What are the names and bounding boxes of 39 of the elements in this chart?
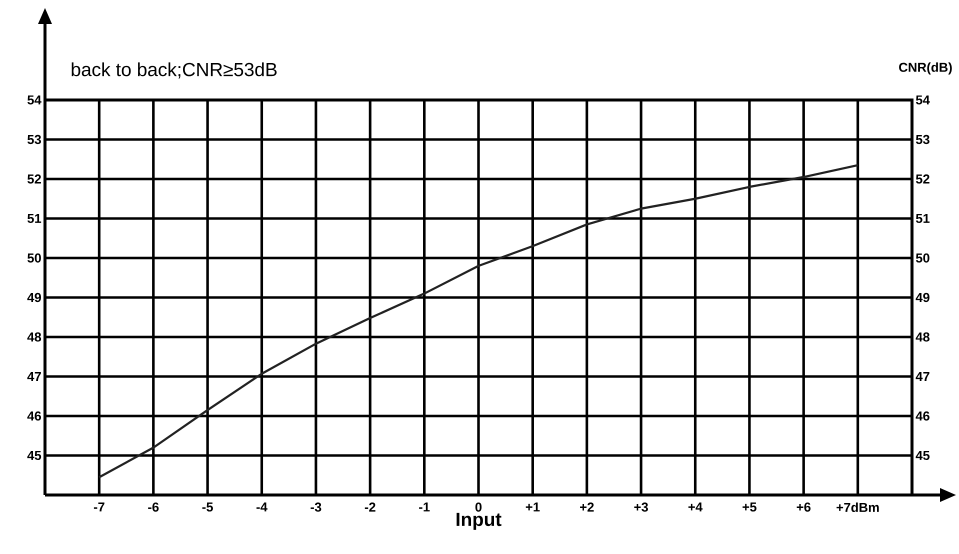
y-tick-label: 46 — [27, 411, 42, 421]
y2-tick-label: 45 — [916, 450, 930, 460]
x-tick-label: +7dBm — [836, 502, 879, 512]
y-tick-label: 48 — [27, 332, 42, 342]
y2-tick-label: 53 — [916, 134, 930, 144]
x-tick-label: +5 — [742, 502, 756, 512]
line-series — [98, 164, 859, 478]
y2-tick-label: 46 — [916, 411, 930, 421]
y-tick-label: 50 — [27, 253, 41, 263]
x-tick-label: +1 — [526, 502, 540, 512]
x-tick-label: 0 — [475, 502, 482, 512]
x-tick-label: +6 — [796, 502, 811, 512]
y2-tick-label: 47 — [916, 372, 930, 381]
y-tick-label: 51 — [27, 214, 42, 224]
y2-tick-label: 49 — [916, 292, 930, 302]
y2-axis-title: CNR(dB) — [899, 62, 952, 74]
x-tick-label: -7 — [94, 502, 104, 512]
y-tick-label: 45 — [27, 450, 42, 460]
x-tick-label: +2 — [580, 502, 594, 512]
y-tick-label: 49 — [27, 292, 41, 302]
y2-tick-label: 51 — [916, 214, 930, 224]
y-tick-label: 54 — [27, 95, 42, 105]
y-tick-label: 47 — [27, 372, 41, 381]
y-tick-label: 53 — [27, 134, 42, 144]
x-tick-label: +4 — [688, 502, 703, 512]
x-tick-label: -4 — [256, 502, 268, 512]
x-axis-title: Input — [456, 512, 502, 530]
x-tick-label: -6 — [148, 502, 159, 512]
y-tick-label: 52 — [27, 174, 41, 184]
x-tick-label: -2 — [364, 502, 376, 512]
x-tick-label: -3 — [310, 502, 322, 512]
x-tick-label: +3 — [634, 502, 648, 512]
y2-tick-label: 50 — [916, 253, 930, 263]
y2-tick-label: 48 — [916, 332, 930, 342]
x-tick-label: -1 — [419, 502, 430, 512]
chart-title: back to back;CNR≥53dB — [72, 62, 277, 78]
y2-tick-label: 54 — [916, 95, 930, 105]
y2-tick-label: 52 — [916, 174, 930, 184]
x-tick-label: -5 — [202, 502, 213, 512]
